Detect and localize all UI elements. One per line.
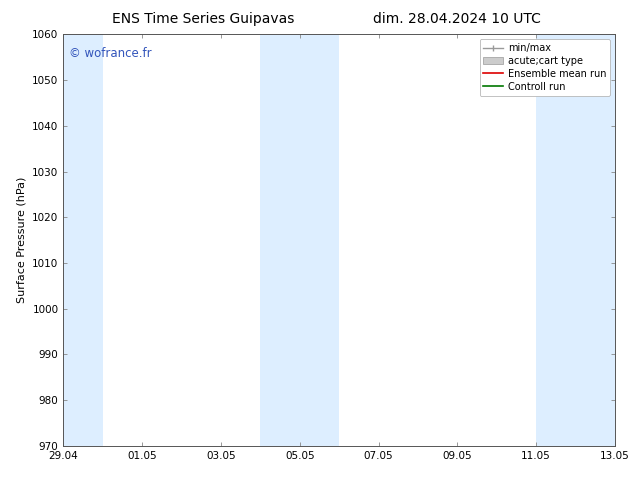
Y-axis label: Surface Pressure (hPa): Surface Pressure (hPa) <box>16 177 27 303</box>
Text: dim. 28.04.2024 10 UTC: dim. 28.04.2024 10 UTC <box>373 12 540 26</box>
Bar <box>261 34 339 446</box>
Text: ENS Time Series Guipavas: ENS Time Series Guipavas <box>112 12 294 26</box>
Bar <box>63 34 103 446</box>
Bar <box>536 34 615 446</box>
Text: © wofrance.fr: © wofrance.fr <box>69 47 152 60</box>
Legend: min/max, acute;cart type, Ensemble mean run, Controll run: min/max, acute;cart type, Ensemble mean … <box>479 39 610 96</box>
